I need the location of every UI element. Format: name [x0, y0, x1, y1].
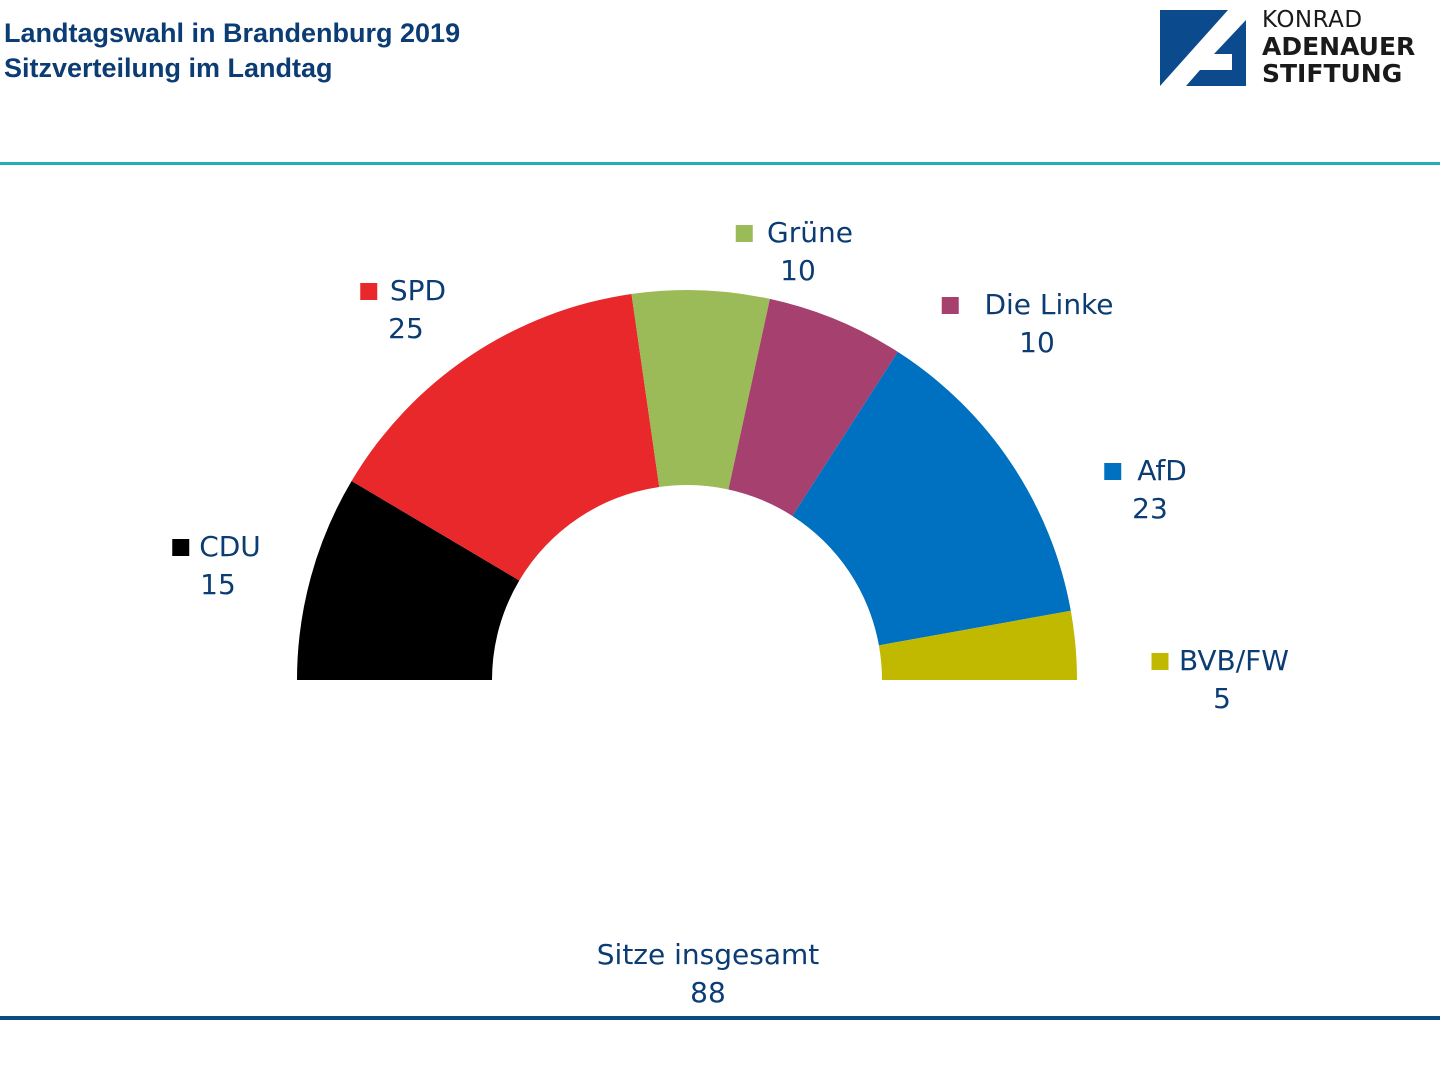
slice-bvb-fw [878, 610, 1077, 680]
logo-text-adenauer: ADENAUER [1262, 32, 1416, 61]
slices [297, 290, 1077, 680]
chart-subtitle: Sitzverteilung im Landtag [4, 53, 333, 83]
top-divider [0, 162, 1440, 165]
slice-afd [792, 351, 1071, 646]
label-value: 5 [1213, 682, 1231, 715]
legend-swatch-icon [1151, 653, 1169, 670]
label-name: CDU [199, 530, 261, 563]
kas-logo-mark-icon [1160, 10, 1246, 86]
label-gr-ne: Grüne 10 [735, 216, 853, 287]
label-value: 15 [200, 568, 236, 601]
label-name: Grüne [767, 216, 853, 249]
kas-logo: KONRAD ADENAUER STIFTUNG [1160, 8, 1440, 88]
label-value: 25 [388, 312, 424, 345]
slice-cdu [297, 480, 520, 680]
legend-swatch-icon [172, 539, 190, 556]
slice-die-linke [728, 298, 898, 516]
logo-square [1160, 10, 1228, 86]
total-seats-label: Sitze insgesamt [596, 938, 820, 971]
label-afd: AfD 23 [1104, 454, 1187, 525]
logo-text-konrad: KONRAD [1262, 7, 1363, 33]
label-name: SPD [390, 274, 446, 307]
legend-swatch-icon [941, 297, 959, 314]
label-value: 10 [1019, 326, 1055, 359]
title-block: Landtagswahl in Brandenburg 2019 Sitzver… [4, 16, 460, 86]
label-name: AfD [1137, 454, 1187, 487]
chart-title: Landtagswahl in Brandenburg 2019 [4, 18, 461, 48]
logo-text-stiftung: STIFTUNG [1262, 59, 1403, 88]
total-seats: Sitze insgesamt 88 [508, 936, 908, 1012]
label-bvb-fw: BVB/FW 5 [1151, 644, 1289, 715]
logo-a-shape [1186, 20, 1246, 86]
label-name: BVB/FW [1179, 644, 1289, 677]
legend-swatch-icon [1104, 463, 1122, 480]
legend-swatch-icon [360, 283, 378, 300]
logo-text: KONRAD ADENAUER STIFTUNG [1262, 7, 1416, 88]
label-value: 10 [780, 254, 816, 287]
label-name: Die Linke [984, 288, 1113, 321]
legend-swatch-icon [735, 225, 753, 242]
bottom-divider [0, 1016, 1440, 1020]
label-spd: SPD 25 [360, 274, 446, 345]
label-die-linke: Die Linke 10 [941, 288, 1114, 359]
labels: CDU 15 SPD 25 Grüne 10 Die Linke 10 AfD 23 BVB/FW 5 [172, 216, 1289, 715]
label-value: 23 [1132, 492, 1168, 525]
total-seats-value: 88 [690, 976, 726, 1009]
slice-gr-ne [631, 290, 770, 490]
slice-spd [351, 293, 660, 581]
label-cdu: CDU 15 [172, 530, 261, 601]
